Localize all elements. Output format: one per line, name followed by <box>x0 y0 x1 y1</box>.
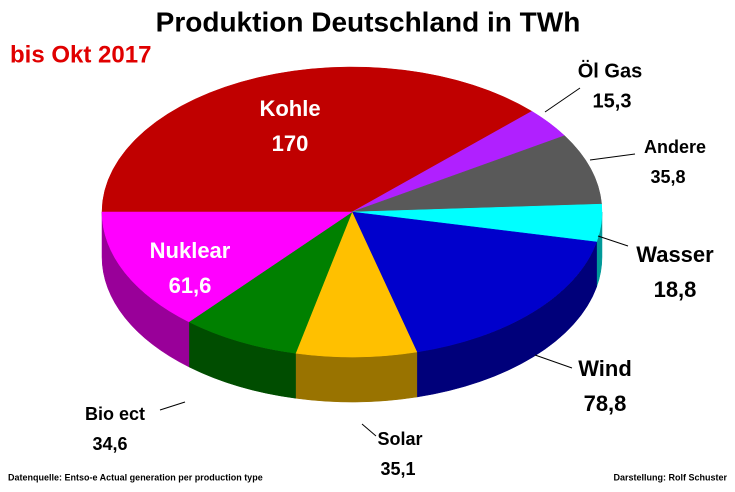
slice-label: Öl Gas <box>578 59 642 82</box>
slice-label: Solar <box>377 429 422 449</box>
value-label: 34,6 <box>92 434 127 454</box>
slice-label: Andere <box>644 137 706 157</box>
pie-slice <box>351 135 602 213</box>
value-label: 15,3 <box>593 90 632 112</box>
pie-slice <box>188 211 353 354</box>
chart-title: Produktion Deutschland in TWh <box>156 6 581 37</box>
slice-label: Wasser <box>636 242 714 267</box>
pie-slice <box>101 211 353 323</box>
slice-label: Wind <box>578 356 632 381</box>
leader-line <box>597 235 629 247</box>
slice-label: Nuklear <box>150 238 231 263</box>
value-label: 18,8 <box>654 277 697 302</box>
leader-line <box>589 153 636 161</box>
pie-slice <box>101 66 533 213</box>
leader-line <box>361 423 377 437</box>
value-label: 170 <box>272 131 309 156</box>
slice-side <box>295 351 418 403</box>
pie-slice <box>295 211 418 358</box>
slice-label: Kohle <box>259 96 320 121</box>
leader-line <box>159 401 186 411</box>
source-note: Datenquelle: Entso-e Actual generation p… <box>8 472 263 482</box>
value-label: 35,1 <box>380 459 415 479</box>
value-label: 61,6 <box>169 273 212 298</box>
leader-line <box>534 354 573 369</box>
pie-slice <box>351 211 597 353</box>
slice-label: Bio ect <box>85 404 145 424</box>
chart-subtitle: bis Okt 2017 <box>10 41 151 68</box>
value-label: 35,8 <box>650 167 685 187</box>
value-label: 78,8 <box>584 391 627 416</box>
leader-line <box>544 87 581 113</box>
author-note: Darstellung: Rolf Schuster <box>613 472 727 482</box>
